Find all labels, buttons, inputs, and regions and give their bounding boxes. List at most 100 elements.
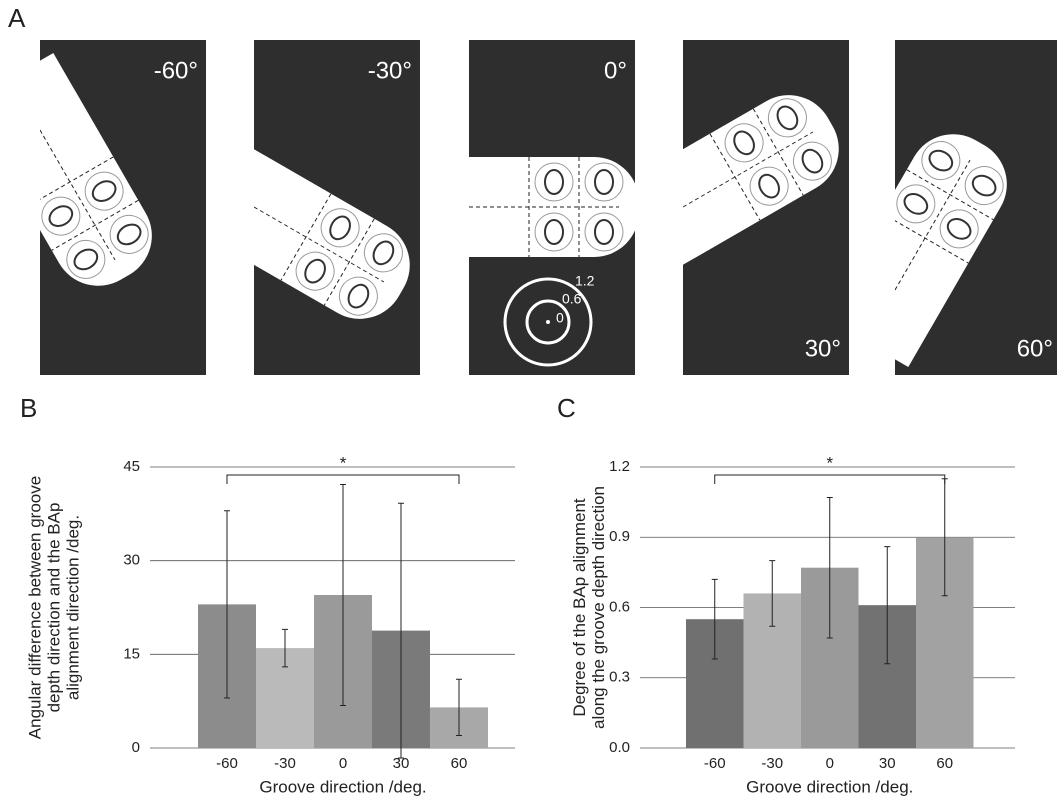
ring — [724, 123, 764, 163]
significance-label: * — [340, 453, 347, 472]
pole — [91, 180, 117, 202]
pole — [544, 219, 564, 245]
ring — [964, 166, 1004, 206]
micrograph — [863, 40, 1057, 375]
micrograph — [651, 40, 849, 375]
dash — [39, 129, 116, 261]
error-bar — [340, 483, 346, 707]
ring — [363, 233, 403, 273]
y-tick-label: 0.6 — [609, 598, 630, 615]
panel-label: B — [20, 393, 37, 423]
x-tick-label: 30 — [393, 755, 410, 772]
ring — [41, 196, 81, 236]
dash — [894, 159, 971, 291]
dash — [906, 169, 994, 221]
panel-label: A — [8, 3, 26, 33]
wall — [8, 40, 40, 375]
ring — [84, 171, 124, 211]
scale-label: 0.6 — [562, 291, 582, 307]
pole — [903, 193, 929, 215]
dash — [323, 218, 375, 306]
ring — [792, 141, 832, 181]
pole — [329, 215, 351, 241]
ring — [921, 141, 961, 181]
ring — [534, 162, 574, 202]
ring — [338, 276, 378, 316]
ring — [584, 212, 624, 252]
x-tick-label: 0 — [339, 755, 347, 772]
error-bar — [826, 496, 833, 639]
significance-bracket — [714, 474, 946, 484]
scale-label: 1.2 — [575, 273, 595, 289]
x-tick-label: 30 — [879, 755, 896, 772]
y-axis-label: depth direction and the BAp — [44, 503, 63, 713]
dash — [881, 212, 969, 264]
ring — [66, 239, 106, 279]
ring — [896, 184, 936, 224]
angle-label: 30° — [805, 335, 841, 362]
x-axis-label: Groove direction /deg. — [746, 777, 913, 796]
dash — [26, 156, 114, 208]
ring — [767, 98, 807, 138]
angle-label: -60° — [154, 57, 198, 84]
pole — [304, 258, 326, 284]
y-axis-label: Degree of the BAp alignment — [570, 498, 589, 717]
significance-bracket — [226, 474, 460, 484]
x-tick-label: 0 — [826, 755, 834, 772]
angle-label: -30° — [368, 57, 412, 84]
scale-ring — [503, 277, 593, 367]
x-tick-label: 60 — [936, 755, 953, 772]
pole — [48, 205, 74, 227]
error-bar — [224, 510, 230, 699]
wall — [863, 40, 895, 375]
error-bar — [711, 578, 718, 660]
ring — [534, 212, 574, 252]
micrograph — [437, 40, 635, 375]
x-tick-label: -30 — [274, 755, 296, 772]
dash — [253, 206, 385, 283]
y-tick-label: 0 — [132, 739, 140, 756]
y-tick-label: 0.9 — [609, 528, 630, 545]
ring — [749, 166, 789, 206]
wall — [651, 40, 683, 375]
y-axis-label: along the groove depth direction — [589, 486, 608, 729]
dash — [752, 108, 804, 196]
pole — [594, 169, 614, 195]
pole — [733, 130, 755, 156]
y-axis-label: alignment direction /deg. — [63, 515, 82, 700]
dash — [280, 193, 332, 281]
significance-label: * — [826, 453, 833, 472]
error-bar — [282, 628, 288, 668]
y-tick-label: 30 — [123, 552, 140, 569]
pole — [73, 248, 99, 271]
x-axis-label: Groove direction /deg. — [259, 777, 426, 796]
error-bar — [769, 560, 776, 627]
scale-label: 0 — [556, 310, 564, 326]
pole — [801, 148, 824, 174]
error-bar — [884, 546, 891, 665]
x-tick-label: 60 — [451, 755, 468, 772]
dash — [51, 199, 139, 251]
pole — [544, 169, 564, 195]
pole — [776, 105, 799, 131]
y-tick-label: 15 — [123, 645, 140, 662]
y-tick-label: 1.2 — [609, 458, 630, 475]
x-tick-label: -60 — [216, 755, 238, 772]
wall — [437, 40, 469, 375]
y-axis-label: Angular difference between groove — [25, 476, 44, 739]
wall — [222, 40, 254, 375]
scale-dot — [546, 320, 550, 324]
pole — [758, 173, 780, 199]
micrograph — [8, 40, 206, 375]
panel-label: C — [557, 393, 576, 423]
ring — [320, 208, 360, 248]
pole — [594, 219, 614, 245]
x-tick-label: -30 — [761, 755, 783, 772]
ring — [295, 251, 335, 291]
angle-label: 0° — [604, 57, 627, 84]
pole — [347, 283, 370, 309]
y-tick-label: 45 — [123, 458, 140, 475]
micrograph — [222, 40, 420, 375]
ring — [584, 162, 624, 202]
